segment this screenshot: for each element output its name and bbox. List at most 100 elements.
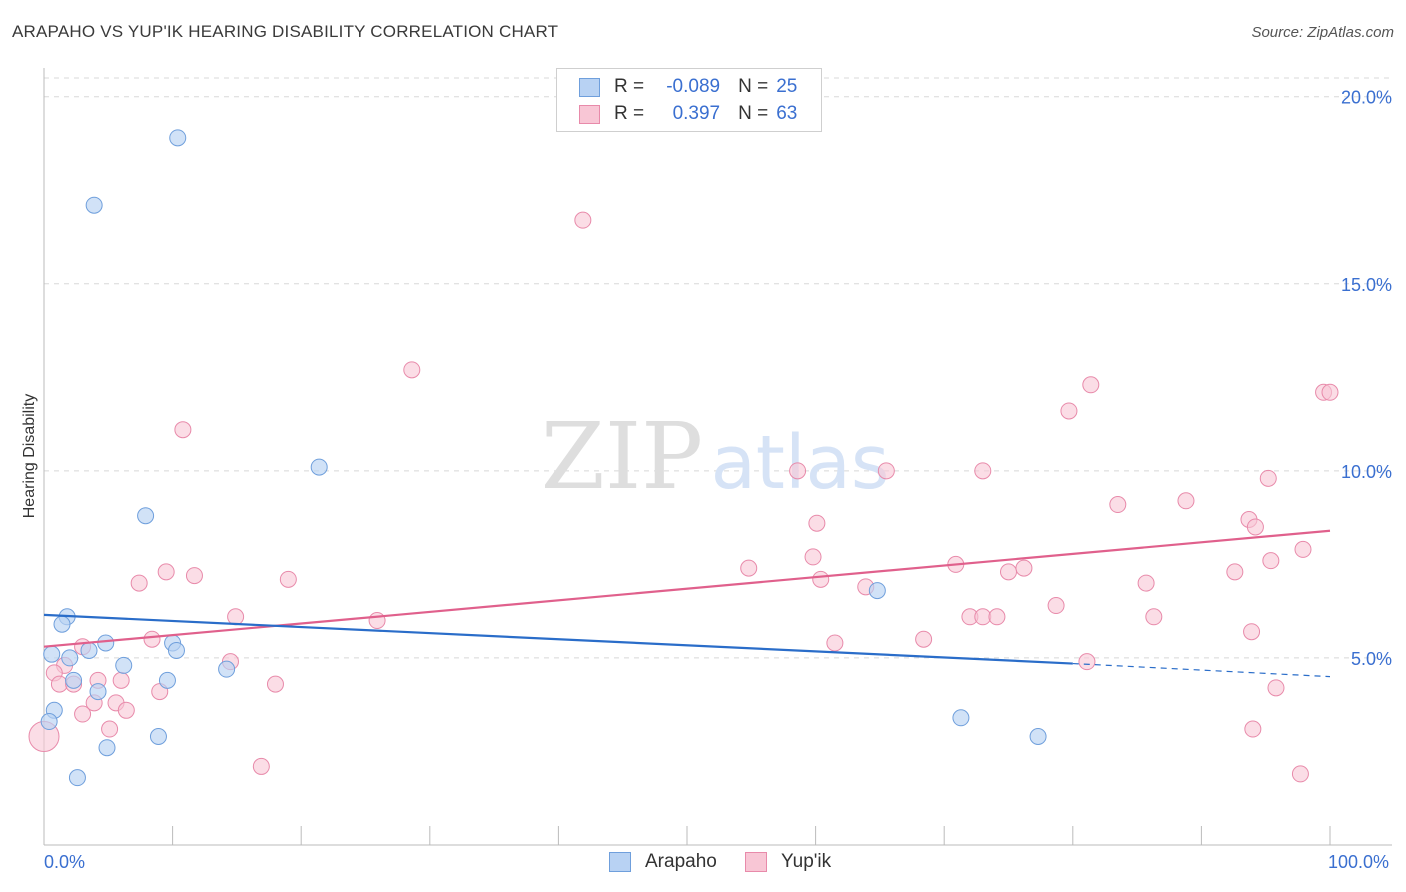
- yupik-point: [117, 701, 135, 719]
- legend-row-arapaho: R = -0.089 N = 25: [579, 74, 797, 100]
- yupik-point: [1177, 492, 1195, 510]
- yupik-point: [112, 671, 130, 689]
- yupik-point: [826, 634, 844, 652]
- arapaho-n-label: N =: [738, 76, 769, 97]
- yupik-point: [804, 548, 822, 566]
- series-yupik: [28, 211, 1339, 783]
- yupik-point: [740, 559, 758, 577]
- yupik-point: [1259, 469, 1277, 487]
- watermark: ZIP atlas: [541, 403, 890, 510]
- yupik-point: [574, 211, 592, 229]
- yupik-point: [789, 462, 807, 480]
- yupik-legend-swatch: [745, 852, 767, 872]
- y-tick-label: 5.0%: [1351, 649, 1392, 669]
- yupik-point: [1078, 653, 1096, 671]
- yupik-point: [808, 514, 826, 532]
- yupik-point: [185, 567, 203, 585]
- yupik-point: [812, 570, 830, 588]
- yupik-point: [368, 612, 386, 630]
- arapaho-point: [80, 641, 98, 659]
- yupik-point: [143, 630, 161, 648]
- yupik-point: [1137, 574, 1155, 592]
- yupik-point: [1294, 540, 1312, 558]
- y-tick-label: 15.0%: [1341, 275, 1392, 295]
- yupik-point: [974, 608, 992, 626]
- arapaho-point: [218, 660, 236, 678]
- yupik-point: [227, 608, 245, 626]
- yupik-point: [1321, 383, 1339, 401]
- yupik-n-label: N =: [738, 103, 769, 124]
- yupik-point: [157, 563, 175, 581]
- arapaho-point: [158, 671, 176, 689]
- arapaho-point: [40, 713, 58, 731]
- arapaho-point: [53, 615, 71, 633]
- yupik-point: [974, 462, 992, 480]
- bottom-legend-arapaho: Arapaho: [609, 851, 717, 873]
- arapaho-r-label: R =: [614, 76, 645, 97]
- y-tick-label: 20.0%: [1341, 88, 1392, 108]
- y-tick-labels: 5.0% 10.0% 15.0% 20.0%: [1341, 88, 1392, 669]
- yupik-trend-line: [43, 529, 1331, 648]
- yupik-point: [252, 757, 270, 775]
- arapaho-legend-label: Arapaho: [645, 851, 717, 872]
- arapaho-trend-line: [43, 613, 1073, 665]
- arapaho-point: [310, 458, 328, 476]
- yupik-point: [130, 574, 148, 592]
- yupik-point: [1145, 608, 1163, 626]
- x-tick-label-min: 0.0%: [44, 852, 86, 872]
- x-tick-label-max: 100.0%: [1328, 852, 1390, 872]
- yupik-point: [1243, 623, 1261, 641]
- arapaho-point: [43, 645, 61, 663]
- arapaho-point: [61, 649, 79, 667]
- yupik-r-label: R =: [614, 103, 645, 124]
- arapaho-trend-extension: [1072, 662, 1331, 678]
- yupik-point: [403, 361, 421, 379]
- yupik-point: [1082, 376, 1100, 394]
- arapaho-swatch: [579, 77, 600, 97]
- arapaho-point: [952, 709, 970, 727]
- bottom-legend-yupik: Yup'ik: [745, 851, 831, 873]
- yupik-point: [877, 462, 895, 480]
- arapaho-point: [1029, 727, 1047, 745]
- yupik-point: [279, 570, 297, 588]
- yupik-point: [988, 608, 1006, 626]
- yupik-point: [1109, 496, 1127, 514]
- yupik-point: [1246, 518, 1264, 536]
- arapaho-point: [98, 739, 116, 757]
- yupik-point: [101, 720, 119, 738]
- yupik-point: [266, 675, 284, 693]
- yupik-point: [1267, 679, 1285, 697]
- grid-lines: [44, 77, 1392, 659]
- yupik-point: [1226, 563, 1244, 581]
- arapaho-point: [85, 196, 103, 214]
- yupik-point: [915, 630, 933, 648]
- arapaho-point: [68, 769, 86, 787]
- stats-legend: R = -0.089 N = 25 R = 0.397 N = 63: [556, 68, 822, 132]
- arapaho-n-value: 25: [776, 76, 798, 97]
- yupik-legend-label: Yup'ik: [781, 851, 832, 872]
- yupik-swatch: [579, 104, 600, 124]
- arapaho-point: [137, 507, 155, 525]
- arapaho-point: [115, 656, 133, 674]
- yupik-r-value: 0.397: [672, 103, 721, 124]
- yupik-point: [1047, 597, 1065, 615]
- yupik-point: [1291, 765, 1309, 783]
- chart-title: ARAPAHO VS YUP'IK HEARING DISABILITY COR…: [12, 22, 559, 41]
- arapaho-point: [89, 683, 107, 701]
- legend-row-yupik: R = 0.397 N = 63: [579, 101, 797, 127]
- arapaho-point: [149, 727, 167, 745]
- arapaho-r-value: -0.089: [666, 76, 721, 97]
- yupik-point: [1015, 559, 1033, 577]
- arapaho-point: [65, 671, 83, 689]
- yupik-point: [50, 675, 68, 693]
- series-arapaho: [40, 129, 1047, 787]
- yupik-point: [174, 421, 192, 439]
- yupik-point: [1244, 720, 1262, 738]
- watermark-zip: ZIP: [541, 403, 703, 510]
- arapaho-legend-swatch: [609, 852, 631, 872]
- arapaho-point: [868, 582, 886, 600]
- yupik-point: [1262, 552, 1280, 570]
- trend-lines: [43, 529, 1331, 678]
- yupik-point: [1000, 563, 1017, 581]
